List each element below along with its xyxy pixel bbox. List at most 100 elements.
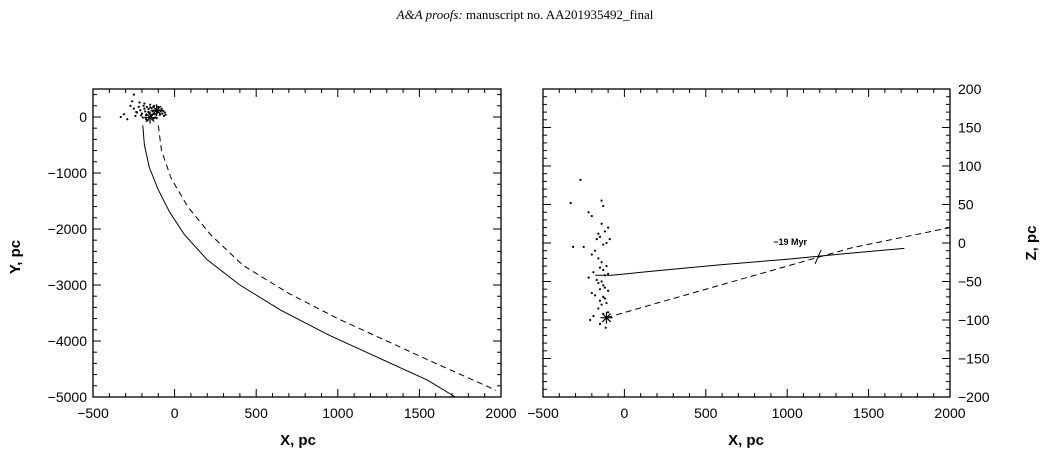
cluster-star-marker-left [144, 111, 157, 124]
data-point-right [595, 278, 598, 282]
x-tick-label-left: −500 [77, 405, 109, 421]
data-point-right [607, 272, 610, 275]
data-point-left [144, 118, 148, 121]
data-point-right [607, 289, 610, 292]
x-tick-label-left: 1500 [404, 405, 435, 421]
data-point-left [135, 110, 138, 114]
data-point-right [602, 243, 605, 246]
data-point-right [600, 303, 603, 306]
data-point-left [147, 108, 150, 111]
data-point-left [141, 116, 144, 119]
x-tick-label-right: 2000 [934, 405, 965, 421]
data-point-right [587, 276, 590, 279]
sun-asterisk-marker-right [600, 311, 613, 324]
y-tick-label-right: −200 [958, 389, 990, 405]
data-point-right [582, 245, 585, 248]
y-tick-label-right: 50 [958, 197, 974, 213]
ylabel-left: Y, pc [7, 240, 24, 274]
y-tick-label-right: 200 [958, 81, 982, 97]
data-point-right [605, 241, 608, 245]
data-point-left [147, 110, 150, 114]
y-tick-label-right: 150 [958, 120, 982, 136]
y-tick-label-left: −2000 [48, 221, 88, 237]
data-point-right [593, 294, 597, 297]
xlabel-left: X, pc [280, 432, 316, 449]
data-point-right [608, 238, 611, 241]
data-point-right [572, 245, 575, 248]
x-tick-label-left: 500 [245, 405, 269, 421]
data-point-right [597, 307, 600, 310]
data-point-right [602, 284, 605, 287]
data-point-right [600, 261, 603, 264]
data-point-right [598, 235, 602, 238]
data-point-right [592, 271, 595, 274]
y-tick-label-right: 100 [958, 158, 982, 174]
data-point-right [603, 297, 606, 300]
data-point-right [569, 201, 572, 205]
data-point-right [579, 178, 582, 181]
x-tick-label-right: 0 [621, 405, 629, 421]
marker-stroke [145, 112, 155, 123]
journal-label: A&A proofs: [396, 7, 463, 22]
data-point-right [598, 288, 602, 291]
data-point-right [602, 204, 605, 208]
panel-left-xy: Y, pc X, pc −500 0 500 1000 1500 20000−1000−2… [7, 88, 517, 449]
data-point-left [129, 104, 132, 107]
orbit-line-dashed-left [157, 125, 497, 391]
data-point-left [119, 115, 122, 119]
data-point-left [144, 110, 147, 113]
data-point-left [134, 114, 137, 117]
data-point-left [122, 113, 126, 116]
manuscript-id: manuscript no. AA201935492_final [465, 7, 654, 22]
data-point-left [164, 113, 167, 116]
data-point-left [163, 111, 166, 114]
epoch-label: −19 Myr [773, 237, 807, 247]
y-tick-label-left: −3000 [48, 277, 88, 293]
data-point-left [140, 112, 144, 115]
x-tick-label-right: 1000 [772, 405, 803, 421]
data-point-left [126, 118, 129, 121]
data-point-right [605, 301, 608, 305]
panel-right-xz: Z, pc X, pc −19 Myr−500 0 500 1000 1500 20002… [527, 81, 1040, 449]
marker-stroke [601, 313, 612, 323]
data-point-right [603, 274, 606, 277]
data-point-left [132, 93, 135, 96]
data-point-left [160, 107, 163, 110]
data-point-left [137, 105, 140, 109]
data-point-right [597, 232, 600, 235]
data-point-left [145, 105, 148, 109]
data-point-left [138, 101, 141, 104]
epoch-tick-mark [814, 249, 822, 265]
data-point-right [589, 318, 592, 322]
data-point-left [153, 104, 156, 107]
running-header: A&A proofs: manuscript no. AA201935492_f… [0, 7, 1050, 23]
data-point-left [143, 107, 146, 110]
y-tick-label-right: −100 [958, 312, 990, 328]
data-point-left [139, 109, 142, 112]
x-tick-label-right: 1500 [853, 405, 884, 421]
data-point-right [600, 199, 603, 202]
orbit-line-solid-right [595, 247, 905, 276]
data-point-right [598, 322, 602, 325]
data-point-right [597, 281, 600, 285]
orbit-line-dashed-right [606, 227, 951, 319]
x-tick-label-right: −500 [527, 405, 559, 421]
data-point-right [593, 249, 597, 252]
data-point-right [587, 211, 590, 214]
data-point-right [604, 326, 607, 329]
data-point-right [600, 280, 603, 283]
data-point-left [131, 100, 134, 103]
plot-frame-left [92, 88, 502, 398]
data-point-left [140, 114, 143, 117]
y-tick-label-right: −150 [958, 351, 990, 367]
y-tick-label-left: 0 [79, 109, 87, 125]
data-point-left [161, 112, 164, 115]
data-point-right [590, 291, 593, 295]
x-tick-label-left: 0 [171, 405, 179, 421]
y-tick-label-left: −4000 [48, 333, 88, 349]
data-point-right [590, 253, 593, 256]
data-point-left [162, 114, 166, 117]
y-tick-label-right: −50 [958, 274, 982, 290]
data-point-right [602, 295, 605, 298]
